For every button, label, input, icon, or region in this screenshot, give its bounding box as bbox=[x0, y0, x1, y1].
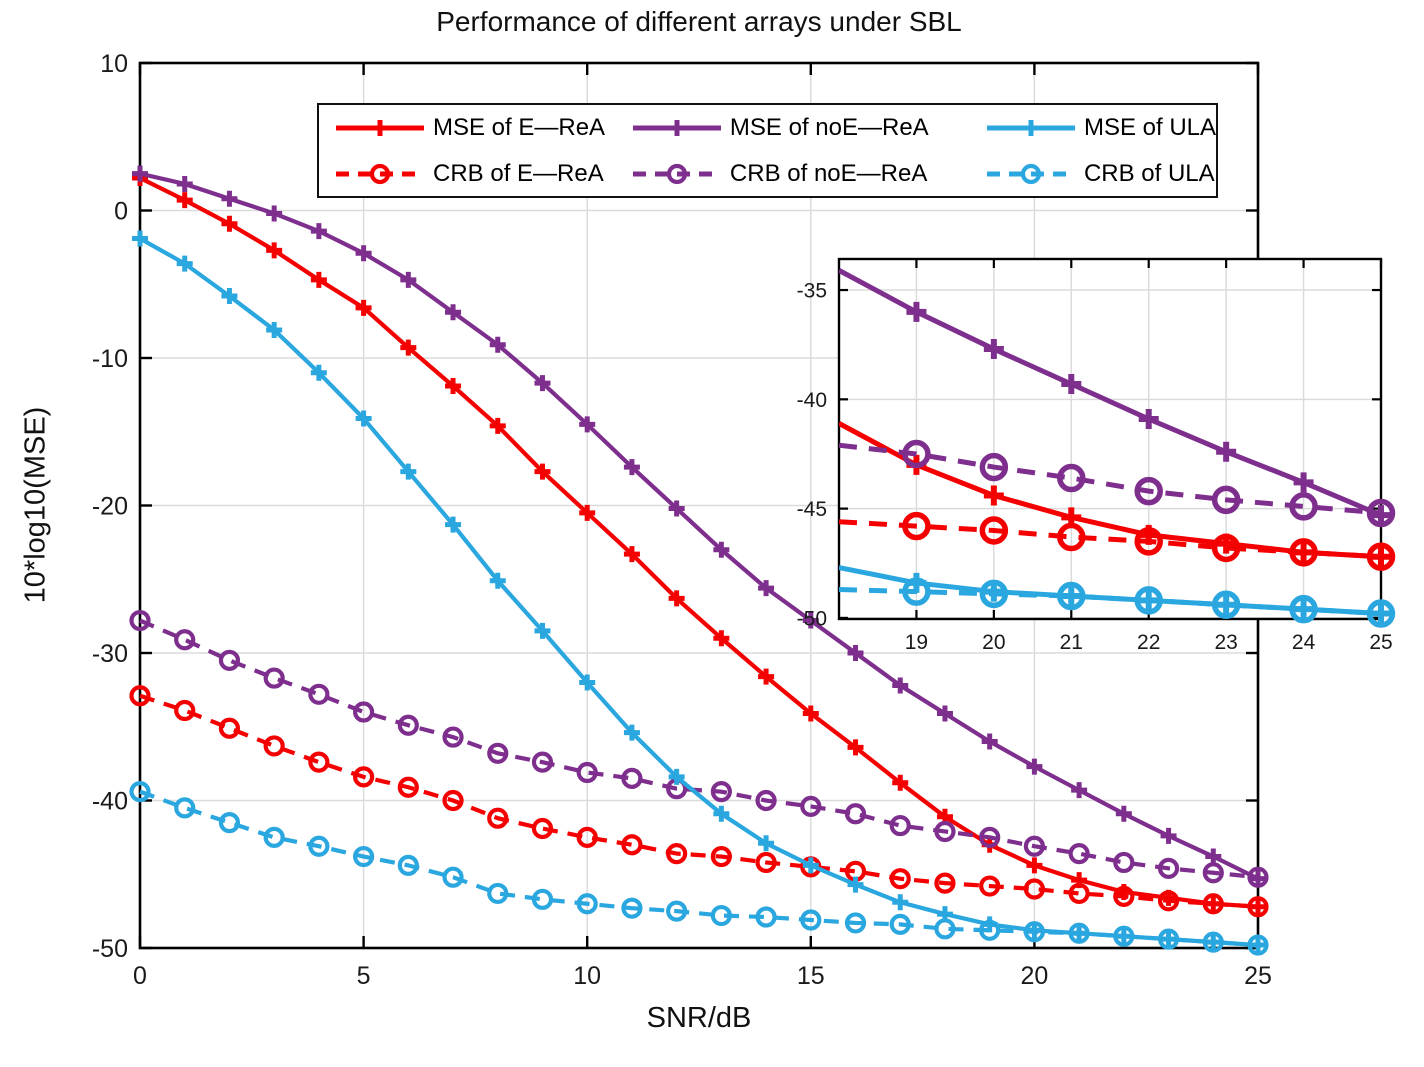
main-series bbox=[129, 165, 1269, 956]
legend-label: MSE of ULA bbox=[1083, 113, 1216, 141]
legend-label: CRB of noE—ReA bbox=[729, 159, 928, 187]
series-markers bbox=[129, 685, 1269, 918]
series-markers bbox=[902, 577, 1396, 628]
chart-title: Performance of different arrays under SB… bbox=[436, 6, 962, 37]
svg-text:23: 23 bbox=[1214, 631, 1237, 654]
svg-text:-40: -40 bbox=[92, 788, 128, 816]
svg-text:20: 20 bbox=[982, 631, 1005, 654]
legend-item-mse-e-rea: MSE of E—ReA bbox=[334, 114, 631, 142]
svg-text:10: 10 bbox=[100, 50, 128, 78]
legend-sample-crb-ula bbox=[986, 163, 1075, 184]
series-line bbox=[139, 789, 1259, 948]
series-markers bbox=[132, 165, 1266, 887]
legend-sample-crb-e-rea bbox=[336, 163, 424, 184]
legend-column-2: MSE of noE—ReA CRB of noE—ReA bbox=[631, 114, 985, 188]
series-line bbox=[839, 268, 1382, 518]
legend-column-3: MSE of ULA CRB of ULA bbox=[985, 114, 1216, 188]
svg-text:22: 22 bbox=[1137, 631, 1160, 654]
series-line bbox=[139, 618, 1259, 880]
legend-item-mse-ula: MSE of ULA bbox=[985, 114, 1216, 142]
svg-text:-50: -50 bbox=[797, 607, 827, 630]
legend-label: MSE of E—ReA bbox=[433, 113, 606, 141]
svg-text:19: 19 bbox=[905, 631, 928, 654]
y-axis-label: 10*log10(MSE) bbox=[19, 406, 52, 604]
legend-item-mse-noe-rea: MSE of noE—ReA bbox=[631, 114, 985, 142]
svg-text:5: 5 bbox=[357, 962, 371, 990]
svg-text:0: 0 bbox=[114, 198, 128, 226]
svg-text:21: 21 bbox=[1060, 631, 1083, 654]
svg-text:0: 0 bbox=[133, 962, 147, 990]
axes-frame bbox=[837, 257, 1383, 621]
svg-text:24: 24 bbox=[1292, 631, 1316, 654]
x-axis-label: SNR/dB bbox=[646, 1002, 752, 1034]
series-markers bbox=[906, 454, 1391, 567]
legend-item-crb-e-rea: CRB of E—ReA bbox=[334, 160, 631, 188]
svg-text:25: 25 bbox=[1369, 631, 1392, 654]
legend-sample-crb-noe-rea bbox=[632, 163, 721, 184]
legend-item-crb-ula: CRB of ULA bbox=[985, 160, 1216, 188]
legend-column-1: MSE of E—ReA CRB of E—ReA bbox=[334, 114, 631, 188]
svg-text:-45: -45 bbox=[797, 498, 827, 521]
tick-labels: 0 5 10 15 20 25 10 0 -10 -20 -30 -40 -50 bbox=[92, 50, 1272, 990]
legend-label: CRB of ULA bbox=[1083, 159, 1215, 187]
series-line bbox=[139, 171, 1259, 881]
legend-label: MSE of noE—ReA bbox=[729, 113, 929, 141]
series-markers bbox=[129, 781, 1269, 956]
legend: MSE of E—ReA CRB of E—ReA MSE of noE—ReA… bbox=[317, 103, 1218, 198]
legend-sample-mse-noe-rea bbox=[632, 119, 721, 136]
svg-text:-20: -20 bbox=[92, 493, 128, 521]
series-markers bbox=[902, 511, 1396, 571]
svg-text:15: 15 bbox=[797, 962, 825, 990]
series-markers bbox=[906, 301, 1391, 526]
tick-labels: 19 20 21 22 23 24 25 -35 -40 -45 -50 bbox=[797, 280, 1393, 654]
inset-series bbox=[839, 268, 1396, 628]
legend-sample-mse-ula bbox=[986, 119, 1075, 136]
legend-label: CRB of E—ReA bbox=[433, 159, 604, 187]
legend-sample-mse-e-rea bbox=[336, 119, 424, 136]
svg-text:20: 20 bbox=[1020, 962, 1048, 990]
svg-text:-30: -30 bbox=[92, 640, 128, 668]
svg-text:-35: -35 bbox=[797, 280, 827, 303]
legend-item-crb-noe-rea: CRB of noE—ReA bbox=[631, 160, 985, 188]
inset-plot: 19 20 21 22 23 24 25 -35 -40 -45 -50 bbox=[797, 257, 1396, 654]
svg-text:-40: -40 bbox=[797, 389, 827, 412]
svg-text:-50: -50 bbox=[92, 935, 128, 963]
svg-text:10: 10 bbox=[573, 962, 601, 990]
svg-text:25: 25 bbox=[1244, 962, 1272, 990]
svg-text:-10: -10 bbox=[92, 345, 128, 373]
series-markers bbox=[902, 439, 1396, 528]
